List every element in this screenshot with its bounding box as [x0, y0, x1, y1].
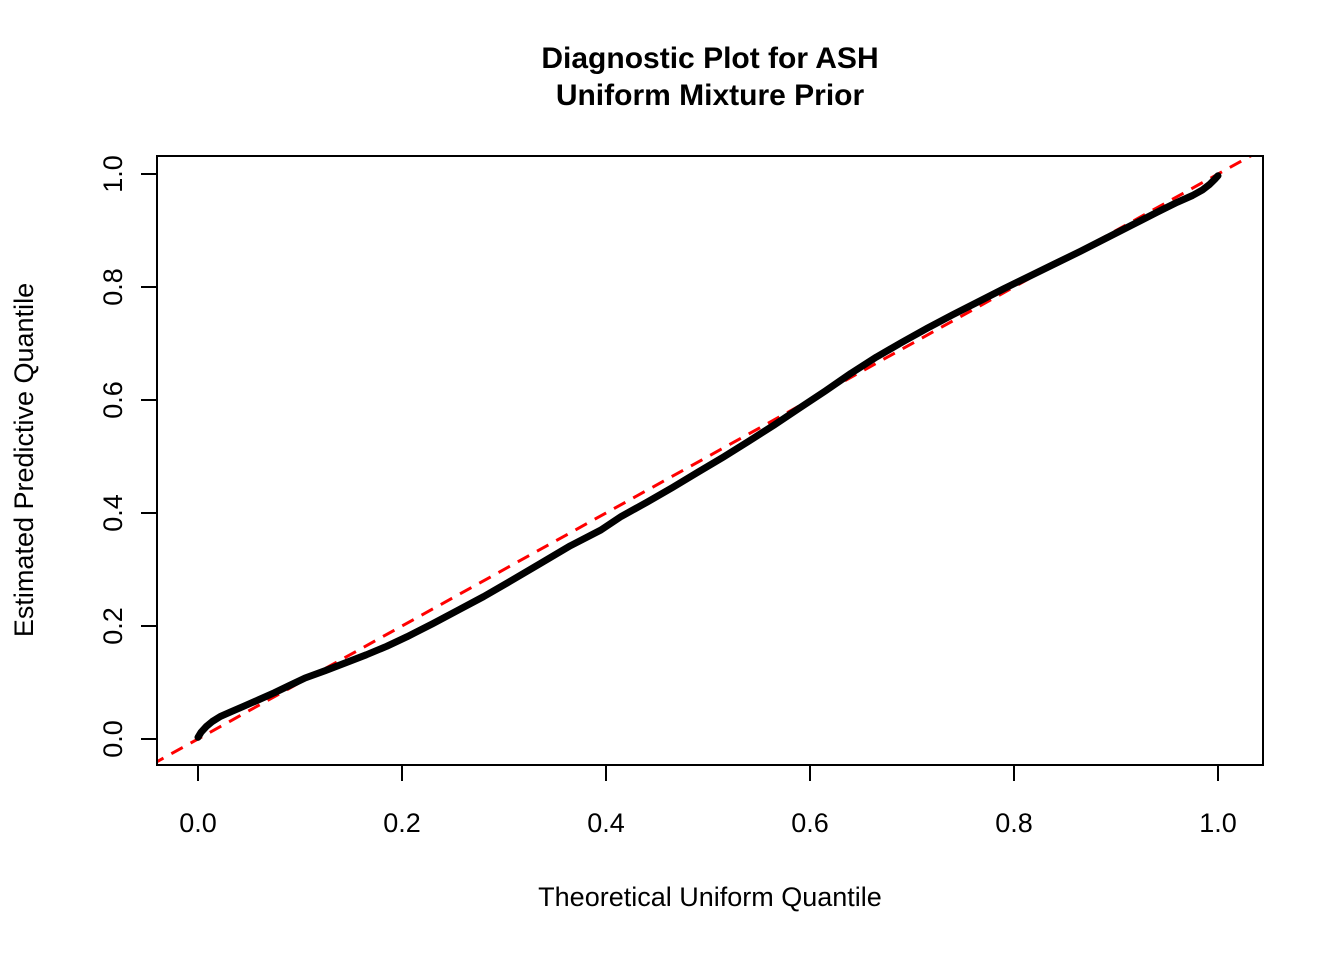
axis-ticks: 0.0 0.2 0.4 0.6 0.8 1.0 0.0 0.2 0.4 0.6 0.8 1.0 — [98, 155, 1237, 838]
x-tick-label: 0.4 — [587, 808, 625, 838]
y-tick-label: 0.8 — [98, 268, 128, 306]
y-tick-label: 0.2 — [98, 607, 128, 645]
x-tick-label: 1.0 — [1199, 808, 1237, 838]
plot-title-line2: Uniform Mixture Prior — [555, 79, 865, 112]
x-tick-label: 0.2 — [383, 808, 421, 838]
y-tick-label: 0.0 — [98, 720, 128, 758]
plot-title-line1: Diagnostic Plot for ASH — [541, 42, 879, 75]
y-axis-title: Estimated Predictive Quantile — [9, 283, 39, 637]
x-tick-label: 0.0 — [179, 808, 217, 838]
x-tick-label: 0.6 — [791, 808, 829, 838]
y-tick-label: 0.4 — [98, 494, 128, 532]
x-tick-label: 0.8 — [995, 808, 1033, 838]
x-axis-title: Theoretical Uniform Quantile — [538, 882, 882, 912]
y-tick-label: 1.0 — [98, 155, 128, 193]
plot-box-border — [156, 155, 1264, 766]
y-tick-label: 0.6 — [98, 381, 128, 419]
qq-curve — [194, 172, 1222, 741]
plot-title: Diagnostic Plot for ASH Uniform Mixture … — [157, 40, 1263, 114]
